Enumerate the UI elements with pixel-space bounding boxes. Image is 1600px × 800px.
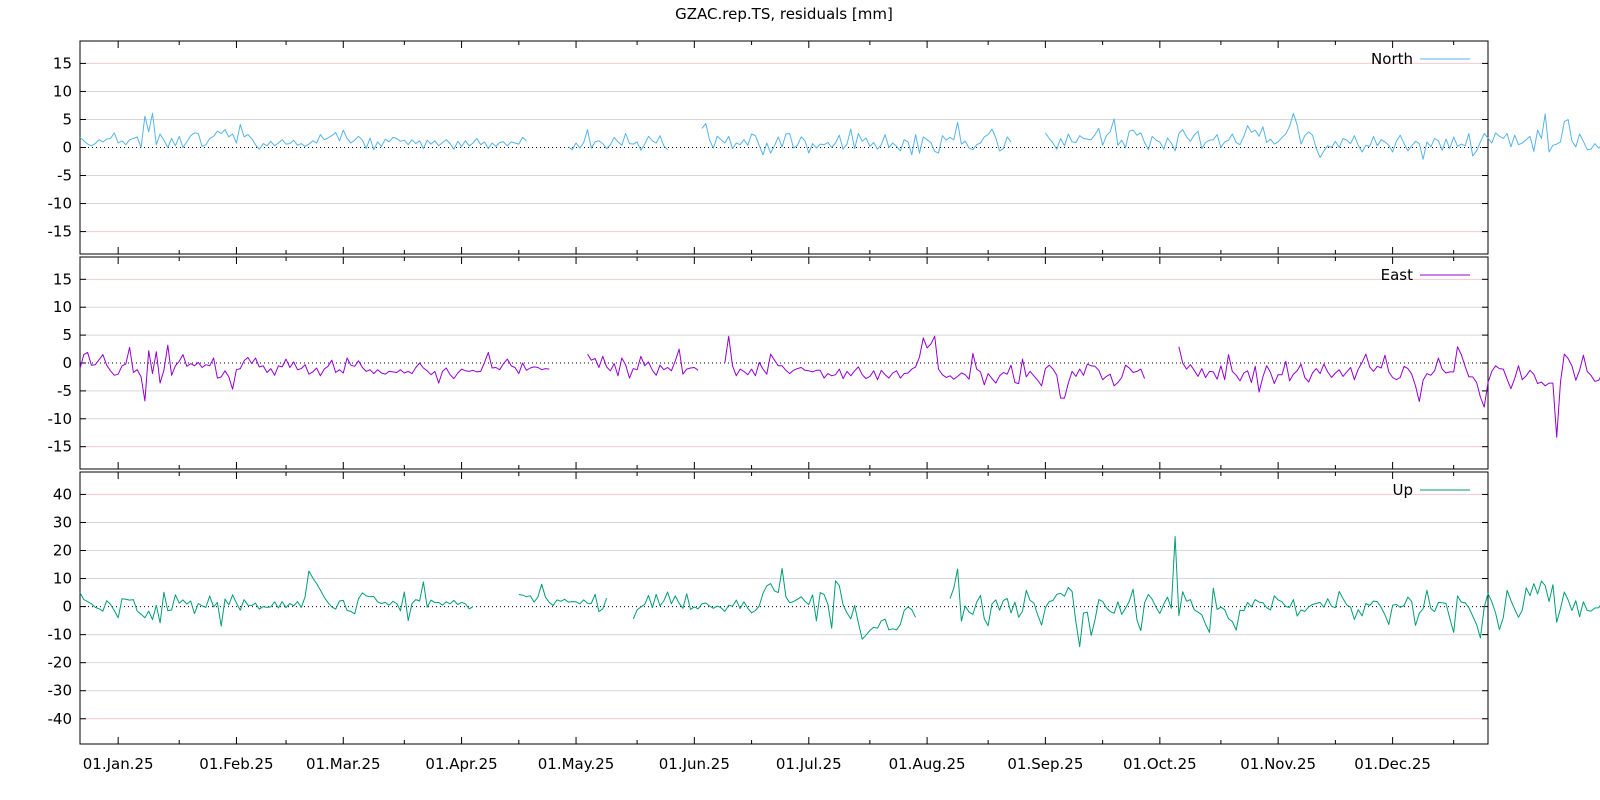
panel-frame: [79, 471, 1489, 745]
y-tick-label: 10: [53, 298, 72, 316]
legend-north: North: [1371, 50, 1470, 68]
y-tick-label: -15: [48, 223, 73, 241]
y-tick-label: 5: [62, 326, 72, 344]
x-tick-label: 01.Sep.25: [1007, 755, 1083, 773]
y-tick-label: 0: [62, 354, 72, 372]
y-tick-label: -5: [57, 167, 72, 185]
legend-east: East: [1381, 266, 1470, 284]
legend-label: North: [1371, 50, 1413, 68]
y-tick-label: -40: [48, 710, 73, 728]
x-tick-label: 01.Oct.25: [1123, 755, 1197, 773]
y-tick-label: -10: [48, 626, 73, 644]
y-tick-label: 0: [62, 598, 72, 616]
x-tick-label: 01.Dec.25: [1354, 755, 1431, 773]
legend-up: Up: [1392, 481, 1470, 499]
x-tick-label: 01.Mar.25: [306, 755, 381, 773]
y-tick-label: -15: [48, 438, 73, 456]
series-line-up: [79, 536, 1600, 648]
series-line-east: [79, 335, 1600, 438]
y-tick-label: 40: [53, 485, 72, 503]
chart-panels: 15 10 5 0 -5 -10 -15 North 15 10 5 0 -5 -10 -15 East 40 3…: [48, 40, 1600, 745]
legend-label: Up: [1392, 481, 1413, 499]
y-tick-label: 30: [53, 513, 72, 531]
x-tick-label: 01.Jan.25: [83, 755, 154, 773]
y-tick-label: -30: [48, 682, 73, 700]
y-tick-label: -5: [57, 382, 72, 400]
legend-label: East: [1381, 266, 1413, 284]
y-tick-label: 10: [53, 570, 72, 588]
y-tick-label: 5: [62, 110, 72, 128]
x-tick-label: 01.Nov.25: [1240, 755, 1316, 773]
y-tick-label: 15: [53, 270, 72, 288]
y-tick-label: 20: [53, 542, 72, 560]
y-tick-label: 0: [62, 139, 72, 157]
x-tick-label: 01.Apr.25: [425, 755, 497, 773]
x-tick-label: 01.Jul.25: [776, 755, 842, 773]
y-tick-label: 15: [53, 54, 72, 72]
series-line-north: [79, 112, 1600, 160]
x-tick-label: 01.Feb.25: [199, 755, 273, 773]
x-tick-label: 01.May.25: [538, 755, 615, 773]
y-tick-label: 10: [53, 82, 72, 100]
panel-up: 40 30 20 10 0 -10 -20 -30 -40 Up: [48, 471, 1600, 745]
x-tick-label: 01.Aug.25: [889, 755, 966, 773]
y-tick-label: -10: [48, 410, 73, 428]
y-tick-label: -10: [48, 195, 73, 213]
y-tick-label: -20: [48, 654, 73, 672]
panel-north: 15 10 5 0 -5 -10 -15 North: [48, 40, 1600, 255]
chart-title: GZAC.rep.TS, residuals [mm]: [675, 5, 893, 23]
x-axis: 01.Jan.25 01.Feb.25 01.Mar.25 01.Apr.25 01.M…: [83, 755, 1431, 773]
x-tick-label: 01.Jun.25: [659, 755, 730, 773]
panel-east: 15 10 5 0 -5 -10 -15 East: [48, 256, 1600, 470]
